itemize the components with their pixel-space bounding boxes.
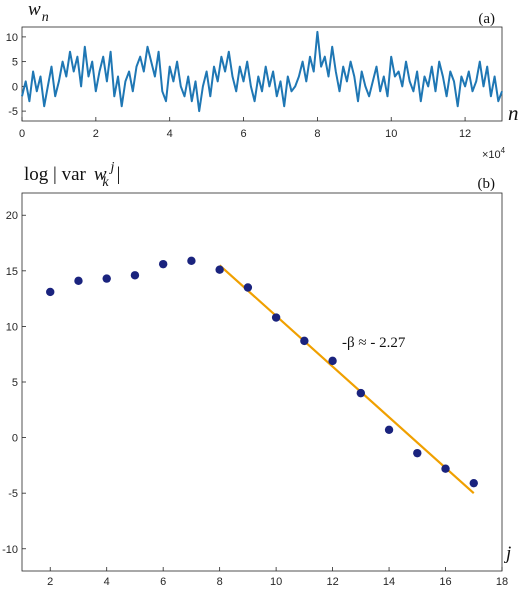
data-point bbox=[187, 256, 196, 266]
data-point bbox=[158, 259, 168, 269]
panel-a-x-multiplier: ×104 bbox=[482, 146, 506, 161]
data-point bbox=[328, 356, 337, 366]
panel-b-xtick-label: 6 bbox=[160, 576, 166, 588]
data-point bbox=[356, 388, 366, 398]
data-point bbox=[215, 265, 224, 274]
panel-b-xlabel: j bbox=[503, 543, 511, 564]
panel-b-ytick-label: 10 bbox=[6, 321, 18, 333]
panel-a-label: (a) bbox=[478, 11, 495, 27]
panel-b-xtick-label: 2 bbox=[47, 576, 53, 588]
panel-b: -10 -5 0 5 10 15 20 2 4 6 8 10 12 14 16 18 log | var w j… bbox=[2, 160, 511, 588]
panel-a-xtick-label: 10 bbox=[385, 128, 397, 140]
data-point bbox=[384, 425, 394, 435]
panel-a-ytick-label: 5 bbox=[12, 57, 18, 69]
panel-b-xtick-label: 14 bbox=[383, 576, 395, 588]
data-point bbox=[469, 478, 478, 488]
panel-b-xtick-label: 8 bbox=[217, 576, 223, 588]
panel-b-axes-box bbox=[21, 192, 503, 572]
data-point bbox=[271, 313, 281, 322]
panel-b-ytick-label: 0 bbox=[12, 433, 18, 445]
panel-b-xtick-label: 4 bbox=[104, 576, 110, 588]
fit-line bbox=[218, 264, 475, 494]
panel-a-xtick-label: 12 bbox=[459, 128, 471, 140]
data-point bbox=[46, 287, 55, 297]
panel-a-ytick-label: 0 bbox=[12, 81, 18, 93]
panel-a-xtick-label: 0 bbox=[19, 128, 25, 140]
panel-a-ytick-label: -5 bbox=[8, 106, 18, 118]
panel-b-ytick-label: -5 bbox=[8, 488, 18, 500]
data-point bbox=[74, 276, 83, 286]
panel-b-ylabel: log | var w j k | bbox=[24, 160, 120, 190]
data-point bbox=[300, 336, 309, 346]
panel-b-ytick-label: -10 bbox=[2, 544, 18, 556]
data-point bbox=[102, 274, 111, 283]
panel-a-xlabel: n bbox=[508, 101, 519, 125]
panel-a-xtick-label: 6 bbox=[240, 128, 246, 140]
panel-a-xtick-label: 4 bbox=[167, 128, 173, 140]
panel-b-ytick-label: 5 bbox=[12, 377, 18, 389]
panel-a-axes-box bbox=[21, 26, 503, 122]
panel-a-xtick-label: 2 bbox=[93, 128, 99, 140]
panel-b-ytick-label: 20 bbox=[6, 210, 18, 222]
data-point bbox=[413, 448, 422, 458]
panel-b-xtick-label: 12 bbox=[326, 576, 338, 588]
panel-a-signal-line bbox=[21, 30, 503, 113]
data-point bbox=[441, 464, 450, 473]
panel-b-xtick-label: 18 bbox=[496, 576, 508, 588]
panel-a-xtick-label: 8 bbox=[314, 128, 320, 140]
data-point bbox=[130, 271, 140, 280]
panel-b-ytick-label: 15 bbox=[6, 266, 18, 278]
panel-b-xtick-label: 16 bbox=[439, 576, 451, 588]
panel-a-ylabel: wn bbox=[28, 0, 49, 25]
slope-annotation: -β ≈ - 2.27 bbox=[342, 335, 406, 351]
panel-b-xtick-label: 10 bbox=[270, 576, 282, 588]
data-point bbox=[243, 283, 253, 292]
panel-a-ytick-label: 10 bbox=[6, 32, 18, 44]
panel-b-label: (b) bbox=[478, 176, 496, 192]
